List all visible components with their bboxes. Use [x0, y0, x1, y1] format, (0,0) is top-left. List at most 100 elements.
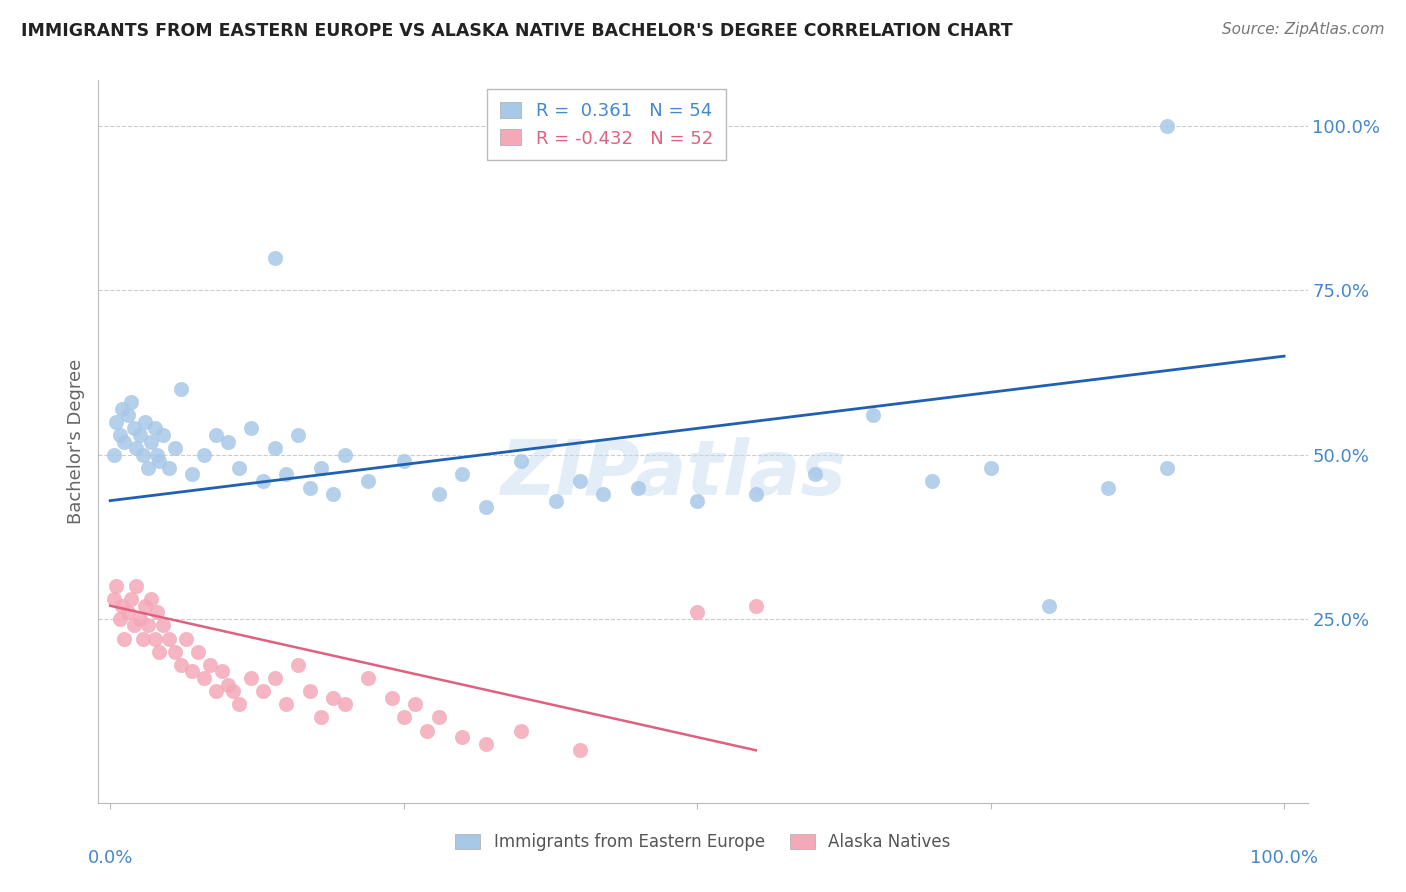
Point — [181, 665, 204, 679]
Point — [204, 684, 226, 698]
Point — [157, 460, 180, 475]
Point — [143, 632, 166, 646]
Point — [198, 657, 221, 672]
Point — [276, 698, 298, 712]
Point — [686, 493, 709, 508]
Point — [169, 382, 191, 396]
Point — [111, 599, 134, 613]
Point — [381, 690, 404, 705]
Point — [169, 657, 191, 672]
Point — [263, 441, 285, 455]
Point — [105, 415, 128, 429]
Point — [451, 467, 474, 482]
Point — [132, 632, 155, 646]
Point — [546, 493, 568, 508]
Point — [568, 743, 591, 757]
Point — [193, 671, 215, 685]
Point — [204, 428, 226, 442]
Point — [146, 448, 169, 462]
Point — [240, 671, 263, 685]
Point — [427, 487, 450, 501]
Point — [152, 618, 174, 632]
Point — [136, 618, 159, 632]
Point — [287, 657, 309, 672]
Point — [143, 421, 166, 435]
Point — [141, 592, 163, 607]
Point — [568, 474, 591, 488]
Point — [108, 428, 131, 442]
Point — [357, 671, 380, 685]
Point — [132, 448, 155, 462]
Point — [404, 698, 426, 712]
Point — [686, 605, 709, 619]
Point — [298, 684, 321, 698]
Point — [592, 487, 614, 501]
Text: IMMIGRANTS FROM EASTERN EUROPE VS ALASKA NATIVE BACHELOR'S DEGREE CORRELATION CH: IMMIGRANTS FROM EASTERN EUROPE VS ALASKA… — [21, 22, 1012, 40]
Point — [451, 730, 474, 744]
Point — [120, 395, 142, 409]
Point — [298, 481, 321, 495]
Point — [1097, 481, 1119, 495]
Point — [357, 474, 380, 488]
Point — [108, 612, 131, 626]
Point — [1156, 460, 1178, 475]
Point — [627, 481, 650, 495]
Point — [128, 612, 150, 626]
Point — [287, 428, 309, 442]
Point — [392, 710, 415, 724]
Point — [136, 460, 159, 475]
Point — [862, 409, 884, 423]
Point — [103, 448, 125, 462]
Point — [105, 579, 128, 593]
Point — [322, 487, 344, 501]
Point — [263, 671, 285, 685]
Point — [222, 684, 245, 698]
Point — [240, 421, 263, 435]
Point — [510, 454, 533, 468]
Point — [176, 632, 198, 646]
Point — [803, 467, 825, 482]
Point — [141, 434, 163, 449]
Point — [193, 448, 215, 462]
Point — [187, 645, 209, 659]
Point — [152, 428, 174, 442]
Point — [333, 448, 356, 462]
Point — [148, 454, 170, 468]
Point — [134, 415, 156, 429]
Point — [311, 710, 333, 724]
Point — [117, 605, 139, 619]
Point — [475, 737, 498, 751]
Point — [112, 434, 135, 449]
Point — [122, 618, 145, 632]
Point — [1156, 120, 1178, 134]
Point — [163, 441, 186, 455]
Point — [276, 467, 298, 482]
Point — [148, 645, 170, 659]
Point — [311, 460, 333, 475]
Point — [117, 409, 139, 423]
Point — [111, 401, 134, 416]
Point — [322, 690, 344, 705]
Text: 0.0%: 0.0% — [87, 849, 132, 867]
Point — [475, 500, 498, 515]
Point — [125, 579, 148, 593]
Point — [181, 467, 204, 482]
Point — [980, 460, 1002, 475]
Point — [103, 592, 125, 607]
Point — [211, 665, 233, 679]
Point — [252, 474, 274, 488]
Point — [217, 434, 239, 449]
Point — [427, 710, 450, 724]
Point — [217, 677, 239, 691]
Point — [263, 251, 285, 265]
Y-axis label: Bachelor's Degree: Bachelor's Degree — [66, 359, 84, 524]
Point — [745, 599, 768, 613]
Point — [228, 698, 250, 712]
Legend: Immigrants from Eastern Europe, Alaska Natives: Immigrants from Eastern Europe, Alaska N… — [447, 825, 959, 860]
Point — [122, 421, 145, 435]
Point — [252, 684, 274, 698]
Point — [134, 599, 156, 613]
Point — [1038, 599, 1060, 613]
Point — [163, 645, 186, 659]
Text: ZIPatlas: ZIPatlas — [501, 437, 846, 511]
